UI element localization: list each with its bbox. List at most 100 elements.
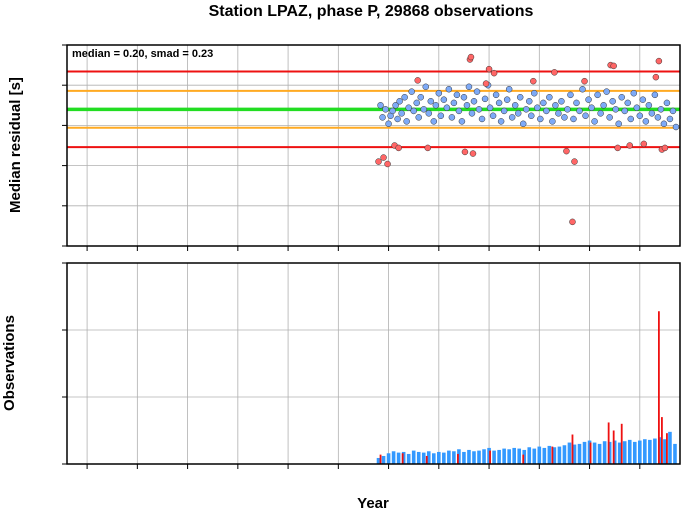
residual-point [612,106,619,113]
residual-point [640,140,648,148]
residual-point [395,144,402,152]
residual-point [469,150,477,157]
residual-point [661,144,669,152]
residual-point [425,110,433,117]
residual-point [473,88,481,95]
residual-point [516,94,524,101]
reference-lines [67,70,680,149]
residual-point [642,118,650,125]
observation-bar [416,451,421,464]
residual-point [636,112,644,120]
observation-bar [396,452,401,464]
residual-point [610,62,617,70]
residual-point [398,110,405,117]
observation-bar [452,451,456,464]
residual-point [582,112,589,120]
residual-point [443,104,451,111]
residual-point [614,144,621,152]
residual-point [549,118,556,125]
residual-point [564,106,571,113]
observation-bar [643,439,647,464]
residual-point [579,85,586,93]
residual-point [606,114,613,121]
residual-point [384,160,391,168]
observation-bar [489,450,491,464]
residual-point [417,94,424,101]
residual-point [581,77,588,85]
residual-point [495,99,503,107]
residual-point [478,115,486,123]
observation-bar [477,450,481,464]
observation-bar [607,422,610,464]
residual-point [624,99,631,107]
residual-point [463,102,471,109]
median-smad-annotation: median = 0.20, smad = 0.23 [72,48,213,60]
residual-point [458,118,466,125]
residual-point [408,88,415,95]
residual-point [394,115,401,123]
residual-point [630,89,638,97]
residual-point [401,94,408,101]
observation-bar [567,442,572,464]
observation-bar [551,446,554,464]
residual-point [648,110,656,117]
observation-bar [492,450,496,464]
residual-point [455,107,463,115]
observation-bar [620,423,623,464]
residual-point [375,158,382,165]
top-grid [67,44,680,247]
residual-point [475,106,483,113]
residual-point [563,147,570,155]
observation-bar [577,443,582,464]
residual-point [621,107,628,115]
residual-points [375,53,680,226]
residual-point [655,57,663,65]
observation-bar [457,453,459,464]
observation-bar [557,446,562,464]
residual-point [645,102,653,109]
residual-point [526,98,533,105]
residual-point [591,118,598,125]
observation-bar [391,451,396,464]
residual-point [380,154,387,161]
residual-point [597,110,604,117]
residual-point [465,83,473,91]
residual-point [430,118,438,125]
residual-point [415,114,422,121]
observation-bars [376,311,677,464]
residual-point [389,107,396,115]
residual-point [410,107,417,115]
observation-bar [425,455,428,464]
observation-bar [666,433,668,464]
residual-point [503,96,511,103]
residual-scatter-panel: median = 0.20, smad = 0.23 Median residu… [7,44,681,251]
residual-point [537,115,544,123]
residual-point [570,115,577,123]
residual-point [448,114,456,121]
bottom-y-axis-label: Observations [1,315,18,411]
observation-bar [648,439,652,464]
residual-point [528,112,535,120]
residual-point [460,94,468,101]
top-y-ticks [62,44,67,247]
observation-bar [457,449,461,464]
observation-bar [622,441,627,464]
top-x-tick-marks [86,246,641,251]
residual-point [392,102,399,109]
observation-bar [552,447,557,464]
bottom-grid [67,262,680,465]
observation-bar [522,449,527,464]
residual-point [453,91,461,99]
residual-point [377,102,384,109]
observation-bar [497,449,501,464]
residual-point [403,118,410,125]
observation-bar [562,445,567,464]
residual-point [519,120,527,128]
residual-point [569,218,576,226]
residual-point [489,112,497,120]
residual-point [505,85,513,93]
residual-point [379,114,386,121]
residual-point [626,142,634,149]
bottom-x-ticks [86,464,641,469]
residual-point [486,104,494,111]
